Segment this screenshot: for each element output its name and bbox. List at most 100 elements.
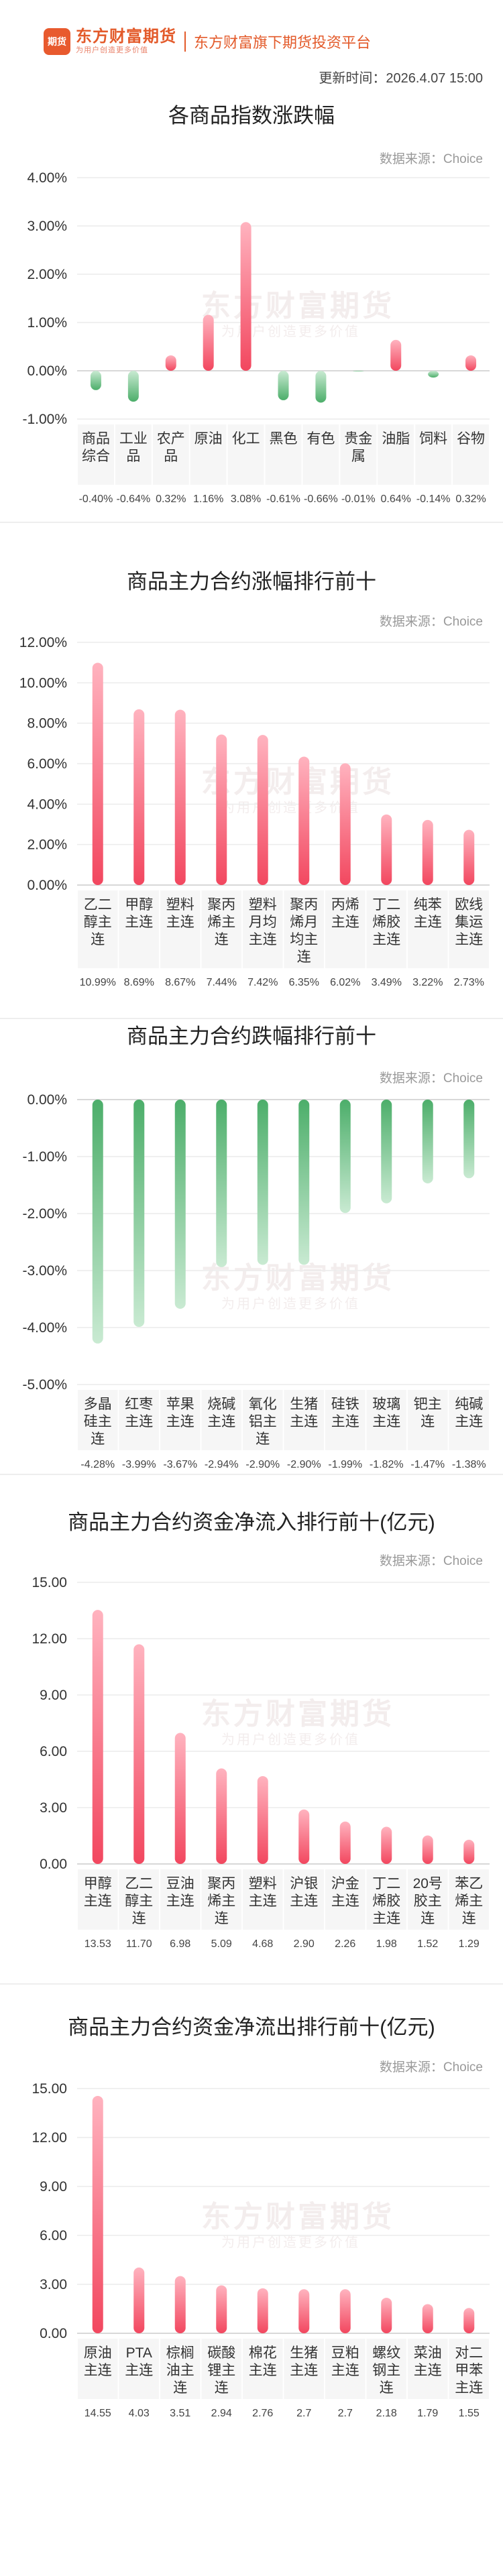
category-cell bbox=[227, 424, 264, 485]
y-tick-label: 4.00% bbox=[27, 797, 67, 812]
value-label: 2.73% bbox=[454, 977, 484, 988]
brand-slogan: 为用户创造更多价值 bbox=[76, 46, 148, 54]
value-label: 1.98 bbox=[376, 1938, 397, 1950]
data-source-label: 数据来源：Choice bbox=[379, 615, 483, 629]
bar bbox=[174, 709, 186, 885]
category-label: 连 bbox=[297, 949, 311, 965]
bar bbox=[257, 1100, 268, 1265]
data-source-label: 数据来源：Choice bbox=[379, 2060, 483, 2074]
bar bbox=[465, 355, 477, 371]
category-label: 螺纹 bbox=[372, 2345, 400, 2361]
y-tick-label: 3.00% bbox=[27, 219, 67, 234]
bar bbox=[216, 2285, 227, 2333]
watermark: 东方财富期货 bbox=[201, 1698, 394, 1731]
category-label: 集运 bbox=[455, 915, 483, 930]
category-cell bbox=[449, 1390, 489, 1450]
category-cell bbox=[119, 1869, 159, 1930]
category-cell bbox=[115, 424, 152, 485]
category-cell bbox=[78, 424, 114, 485]
category-label: 主连 bbox=[455, 932, 483, 947]
category-cell bbox=[243, 1869, 283, 1930]
y-tick-label: 6.00 bbox=[40, 1744, 67, 1759]
category-label: 主连 bbox=[372, 1414, 400, 1429]
value-label: 2.90 bbox=[294, 1938, 315, 1950]
data-source-label: 数据来源：Choice bbox=[379, 1071, 483, 1086]
category-label: 丙烯 bbox=[331, 897, 359, 913]
value-label: 3.22% bbox=[412, 977, 443, 988]
category-label: 对二 bbox=[455, 2345, 483, 2361]
category-label: 碳酸 bbox=[207, 2345, 235, 2361]
bar bbox=[165, 355, 176, 371]
value-label: 1.29 bbox=[459, 1938, 480, 1950]
category-cell bbox=[243, 2339, 283, 2399]
bar bbox=[216, 734, 227, 885]
category-cell bbox=[243, 1390, 283, 1450]
section-divider bbox=[0, 1018, 503, 1019]
chart-title: 各商品指数涨跌幅 bbox=[168, 104, 335, 127]
value-label: -2.94% bbox=[205, 1459, 239, 1470]
value-label: 0.64% bbox=[381, 493, 411, 505]
category-label: 沪金 bbox=[331, 1876, 359, 1891]
category-cell bbox=[366, 1390, 406, 1450]
value-label: 5.09 bbox=[211, 1938, 232, 1950]
value-label: 2.94 bbox=[211, 2408, 232, 2419]
y-tick-label: 0.00 bbox=[40, 1857, 67, 1872]
category-label: 主连 bbox=[455, 2380, 483, 2396]
bar bbox=[422, 819, 433, 885]
bar bbox=[298, 1809, 310, 1864]
brand-logo: 期货 东方财富期货 为用户创造更多价值 东方财富旗下期货投资平台 bbox=[44, 28, 371, 55]
category-label: 主连 bbox=[207, 1414, 235, 1429]
category-label: 多晶 bbox=[84, 1397, 112, 1412]
category-label: 连 bbox=[91, 932, 105, 947]
bar bbox=[390, 339, 402, 371]
category-label: 连 bbox=[421, 1911, 435, 1926]
category-cell bbox=[408, 1390, 448, 1450]
category-label: 连 bbox=[462, 1911, 476, 1926]
bar bbox=[127, 371, 139, 402]
category-cell bbox=[366, 890, 406, 968]
category-label: 主连 bbox=[414, 2363, 442, 2378]
y-tick-label: 6.00 bbox=[40, 2228, 67, 2243]
data-source-label: 数据来源：Choice bbox=[379, 1554, 483, 1568]
category-label: 生猪 bbox=[290, 2345, 318, 2361]
category-label: 主连 bbox=[331, 915, 359, 930]
category-cell bbox=[453, 424, 489, 485]
value-label: 2.18 bbox=[376, 2408, 397, 2419]
category-cell bbox=[408, 1869, 448, 1930]
value-label: 3.49% bbox=[372, 977, 402, 988]
y-tick-label: 9.00 bbox=[40, 2179, 67, 2194]
category-cell bbox=[366, 2339, 406, 2399]
category-cell bbox=[284, 890, 324, 968]
value-label: 1.79 bbox=[417, 2408, 438, 2419]
bar bbox=[90, 371, 101, 390]
category-label: 主连 bbox=[331, 2363, 359, 2378]
category-label: 聚丙 bbox=[207, 1876, 235, 1891]
y-tick-label: 1.00% bbox=[27, 315, 67, 331]
category-label: 主连 bbox=[372, 1911, 400, 1926]
y-tick-label: 12.00 bbox=[32, 2130, 67, 2146]
value-label: 7.44% bbox=[207, 977, 237, 988]
category-label: 醇主 bbox=[84, 915, 112, 930]
watermark-slogan: 为用户创造更多价值 bbox=[221, 1733, 360, 1747]
value-label: 3.51 bbox=[170, 2408, 190, 2419]
category-label: 主连 bbox=[290, 2363, 318, 2378]
bar bbox=[216, 1768, 227, 1864]
category-cell bbox=[449, 890, 489, 968]
category-label: 农产 bbox=[157, 431, 185, 447]
category-label: 棉花 bbox=[249, 2345, 277, 2361]
category-label: 饲料 bbox=[419, 431, 447, 447]
y-tick-label: 0.00% bbox=[27, 1092, 67, 1108]
category-cell bbox=[340, 424, 377, 485]
section-divider bbox=[0, 522, 503, 523]
y-tick-label: 15.00 bbox=[32, 1575, 67, 1590]
value-label: -0.66% bbox=[304, 493, 338, 505]
watermark: 东方财富期货 bbox=[201, 766, 394, 799]
category-cell bbox=[325, 1869, 366, 1930]
category-label: 塑料 bbox=[166, 897, 194, 913]
y-tick-label: 10.00% bbox=[19, 675, 67, 691]
value-label: 1.55 bbox=[459, 2408, 480, 2419]
y-tick-label: -4.00% bbox=[22, 1320, 67, 1336]
chart-title: 商品主力合约资金净流入排行前十(亿元) bbox=[68, 1511, 435, 1534]
